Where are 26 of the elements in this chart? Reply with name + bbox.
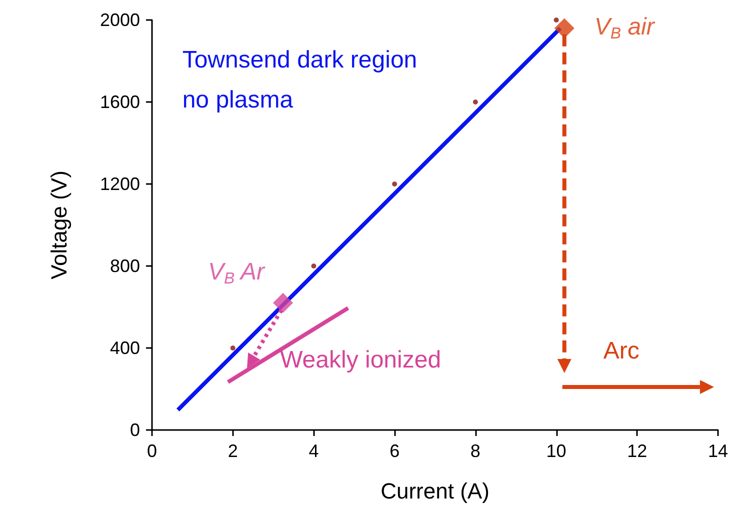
x-tick-label: 4 [308,441,319,461]
point [272,292,293,313]
y-tick-label: 1600 [100,92,140,112]
y-tick-label: 800 [110,256,140,276]
x-axis-title: Current (A) [380,478,490,504]
x-tick-label: 2 [228,441,238,461]
y-tick-label: 1200 [100,174,140,194]
y-axis-title: Voltage (V) [46,170,72,280]
y-tick-label: 2000 [100,10,140,30]
series-label: Townsend dark region no plasma [182,46,418,114]
point [230,346,236,350]
annotation: Arc [603,337,640,364]
y-tick-label: 0 [130,420,140,440]
x-tick-label: 8 [470,441,480,461]
x-tick-label: 12 [627,441,648,461]
x-tick-label: 6 [390,441,400,461]
x-tick-label: 0 [146,441,158,461]
point [472,100,478,104]
point [554,18,574,38]
point [554,18,559,22]
legend-label: Weakly ionized [280,346,442,374]
point [311,264,316,268]
x-tick-label: 10 [546,441,566,461]
point [392,182,398,186]
x-tick-label: 14 [708,441,728,461]
y-tick-label: 400 [110,338,140,358]
